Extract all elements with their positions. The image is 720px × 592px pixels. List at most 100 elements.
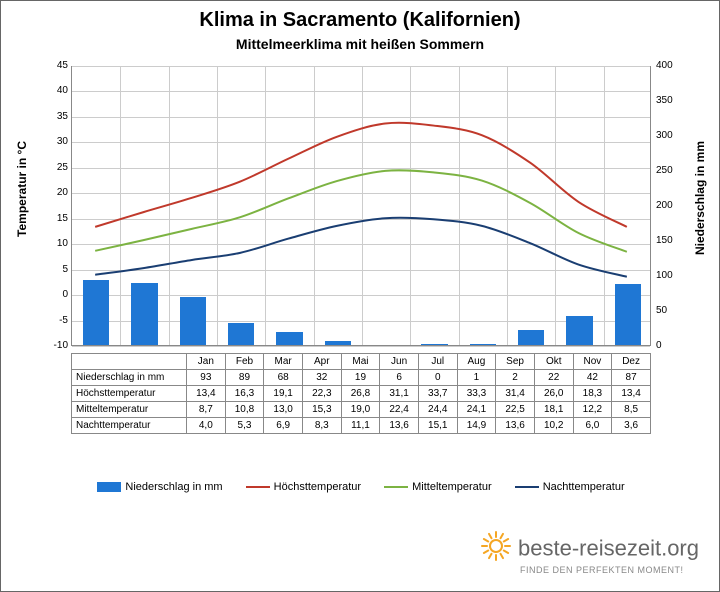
table-cell: 33,3 <box>457 386 496 402</box>
table-cell: 14,9 <box>457 418 496 434</box>
table-cell: 33,7 <box>418 386 457 402</box>
y-left-tick: -10 <box>38 340 68 351</box>
legend-item-mean: Mitteltemperatur <box>384 481 491 493</box>
month-header: Mar <box>264 354 303 370</box>
chart-title: Klima in Sacramento (Kalifornien) <box>1 9 719 32</box>
chart-plot-area: -10-505101520253035404505010015020025030… <box>71 66 651 346</box>
table-cell: 24,1 <box>457 402 496 418</box>
table-cell: 31,1 <box>380 386 419 402</box>
month-header: Dez <box>612 354 651 370</box>
y-right-tick: 350 <box>656 95 686 106</box>
table-cell: 22,3 <box>302 386 341 402</box>
table-cell: 22 <box>534 370 573 386</box>
table-cell: 24,4 <box>418 402 457 418</box>
y-right-tick: 100 <box>656 270 686 281</box>
table-cell: 10,2 <box>534 418 573 434</box>
table-cell: 68 <box>264 370 303 386</box>
logo-name: beste-reisezeit.org <box>518 536 699 561</box>
row-label: Niederschlag in mm <box>72 370 187 386</box>
table-cell: 0 <box>418 370 457 386</box>
table-cell: 3,6 <box>612 418 651 434</box>
month-header: Sep <box>496 354 535 370</box>
y-right-tick: 50 <box>656 305 686 316</box>
table-cell: 32 <box>302 370 341 386</box>
table-cell: 19,1 <box>264 386 303 402</box>
y-left-tick: 45 <box>38 60 68 71</box>
data-table: JanFebMarAprMaiJunJulAugSepOktNovDez Nied… <box>71 353 651 434</box>
y-left-tick: 10 <box>38 238 68 249</box>
table-cell: 12,2 <box>573 402 612 418</box>
y-left-tick: 25 <box>38 162 68 173</box>
y-right-tick: 0 <box>656 340 686 351</box>
table-cell: 18,3 <box>573 386 612 402</box>
y-left-tick: 5 <box>38 264 68 275</box>
table-cell: 15,1 <box>418 418 457 434</box>
table-cell: 89 <box>225 370 264 386</box>
y-left-tick: 35 <box>38 111 68 122</box>
y-left-tick: 20 <box>38 187 68 198</box>
month-header: Nov <box>573 354 612 370</box>
table-cell: 13,4 <box>612 386 651 402</box>
table-cell: 16,3 <box>225 386 264 402</box>
table-cell: 87 <box>612 370 651 386</box>
table-cell: 8,3 <box>302 418 341 434</box>
table-cell: 10,8 <box>225 402 264 418</box>
table-cell: 13,6 <box>496 418 535 434</box>
table-cell: 6,0 <box>573 418 612 434</box>
table-cell: 11,1 <box>341 418 380 434</box>
chart-subtitle: Mittelmeerklima mit heißen Sommern <box>1 36 719 52</box>
legend-item-high: Höchsttemperatur <box>246 481 361 493</box>
table-cell: 19,0 <box>341 402 380 418</box>
y-left-tick: 15 <box>38 213 68 224</box>
table-cell: 6 <box>380 370 419 386</box>
table-cell: 18,1 <box>534 402 573 418</box>
table-cell: 31,4 <box>496 386 535 402</box>
row-label: Nachttemperatur <box>72 418 187 434</box>
y-axis-right-title: Niederschlag in mm <box>693 141 707 255</box>
y-right-tick: 150 <box>656 235 686 246</box>
month-header: Apr <box>302 354 341 370</box>
table-cell: 13,4 <box>187 386 226 402</box>
month-header: Jan <box>187 354 226 370</box>
table-cell: 42 <box>573 370 612 386</box>
table-cell: 13,0 <box>264 402 303 418</box>
y-right-tick: 250 <box>656 165 686 176</box>
table-cell: 15,3 <box>302 402 341 418</box>
month-header: Aug <box>457 354 496 370</box>
row-label: Mitteltemperatur <box>72 402 187 418</box>
y-left-tick: -5 <box>38 315 68 326</box>
month-header: Jul <box>418 354 457 370</box>
legend: Niederschlag in mm Höchsttemperatur Mitt… <box>1 481 720 493</box>
y-left-tick: 0 <box>38 289 68 300</box>
table-cell: 8,5 <box>612 402 651 418</box>
month-header: Okt <box>534 354 573 370</box>
table-cell: 22,5 <box>496 402 535 418</box>
low-line <box>95 218 627 277</box>
mean-line <box>95 170 627 252</box>
y-right-tick: 200 <box>656 200 686 211</box>
row-label: Höchsttemperatur <box>72 386 187 402</box>
y-left-tick: 30 <box>38 136 68 147</box>
legend-item-low: Nachttemperatur <box>515 481 625 493</box>
table-cell: 26,0 <box>534 386 573 402</box>
y-left-tick: 40 <box>38 85 68 96</box>
month-header: Mai <box>341 354 380 370</box>
y-right-tick: 400 <box>656 60 686 71</box>
table-cell: 22,4 <box>380 402 419 418</box>
legend-item-precip: Niederschlag in mm <box>97 481 222 493</box>
sun-icon <box>480 530 512 567</box>
table-cell: 6,9 <box>264 418 303 434</box>
table-cell: 1 <box>457 370 496 386</box>
site-logo: beste-reisezeit.org FINDE DEN PERFEKTEN … <box>480 530 699 575</box>
month-header: Feb <box>225 354 264 370</box>
table-cell: 5,3 <box>225 418 264 434</box>
table-cell: 26,8 <box>341 386 380 402</box>
table-cell: 93 <box>187 370 226 386</box>
y-right-tick: 300 <box>656 130 686 141</box>
y-axis-left-title: Temperatur in °C <box>15 141 29 237</box>
table-cell: 8,7 <box>187 402 226 418</box>
logo-tagline: FINDE DEN PERFEKTEN MOMENT! <box>520 565 699 575</box>
table-cell: 4,0 <box>187 418 226 434</box>
month-header: Jun <box>380 354 419 370</box>
table-cell: 13,6 <box>380 418 419 434</box>
